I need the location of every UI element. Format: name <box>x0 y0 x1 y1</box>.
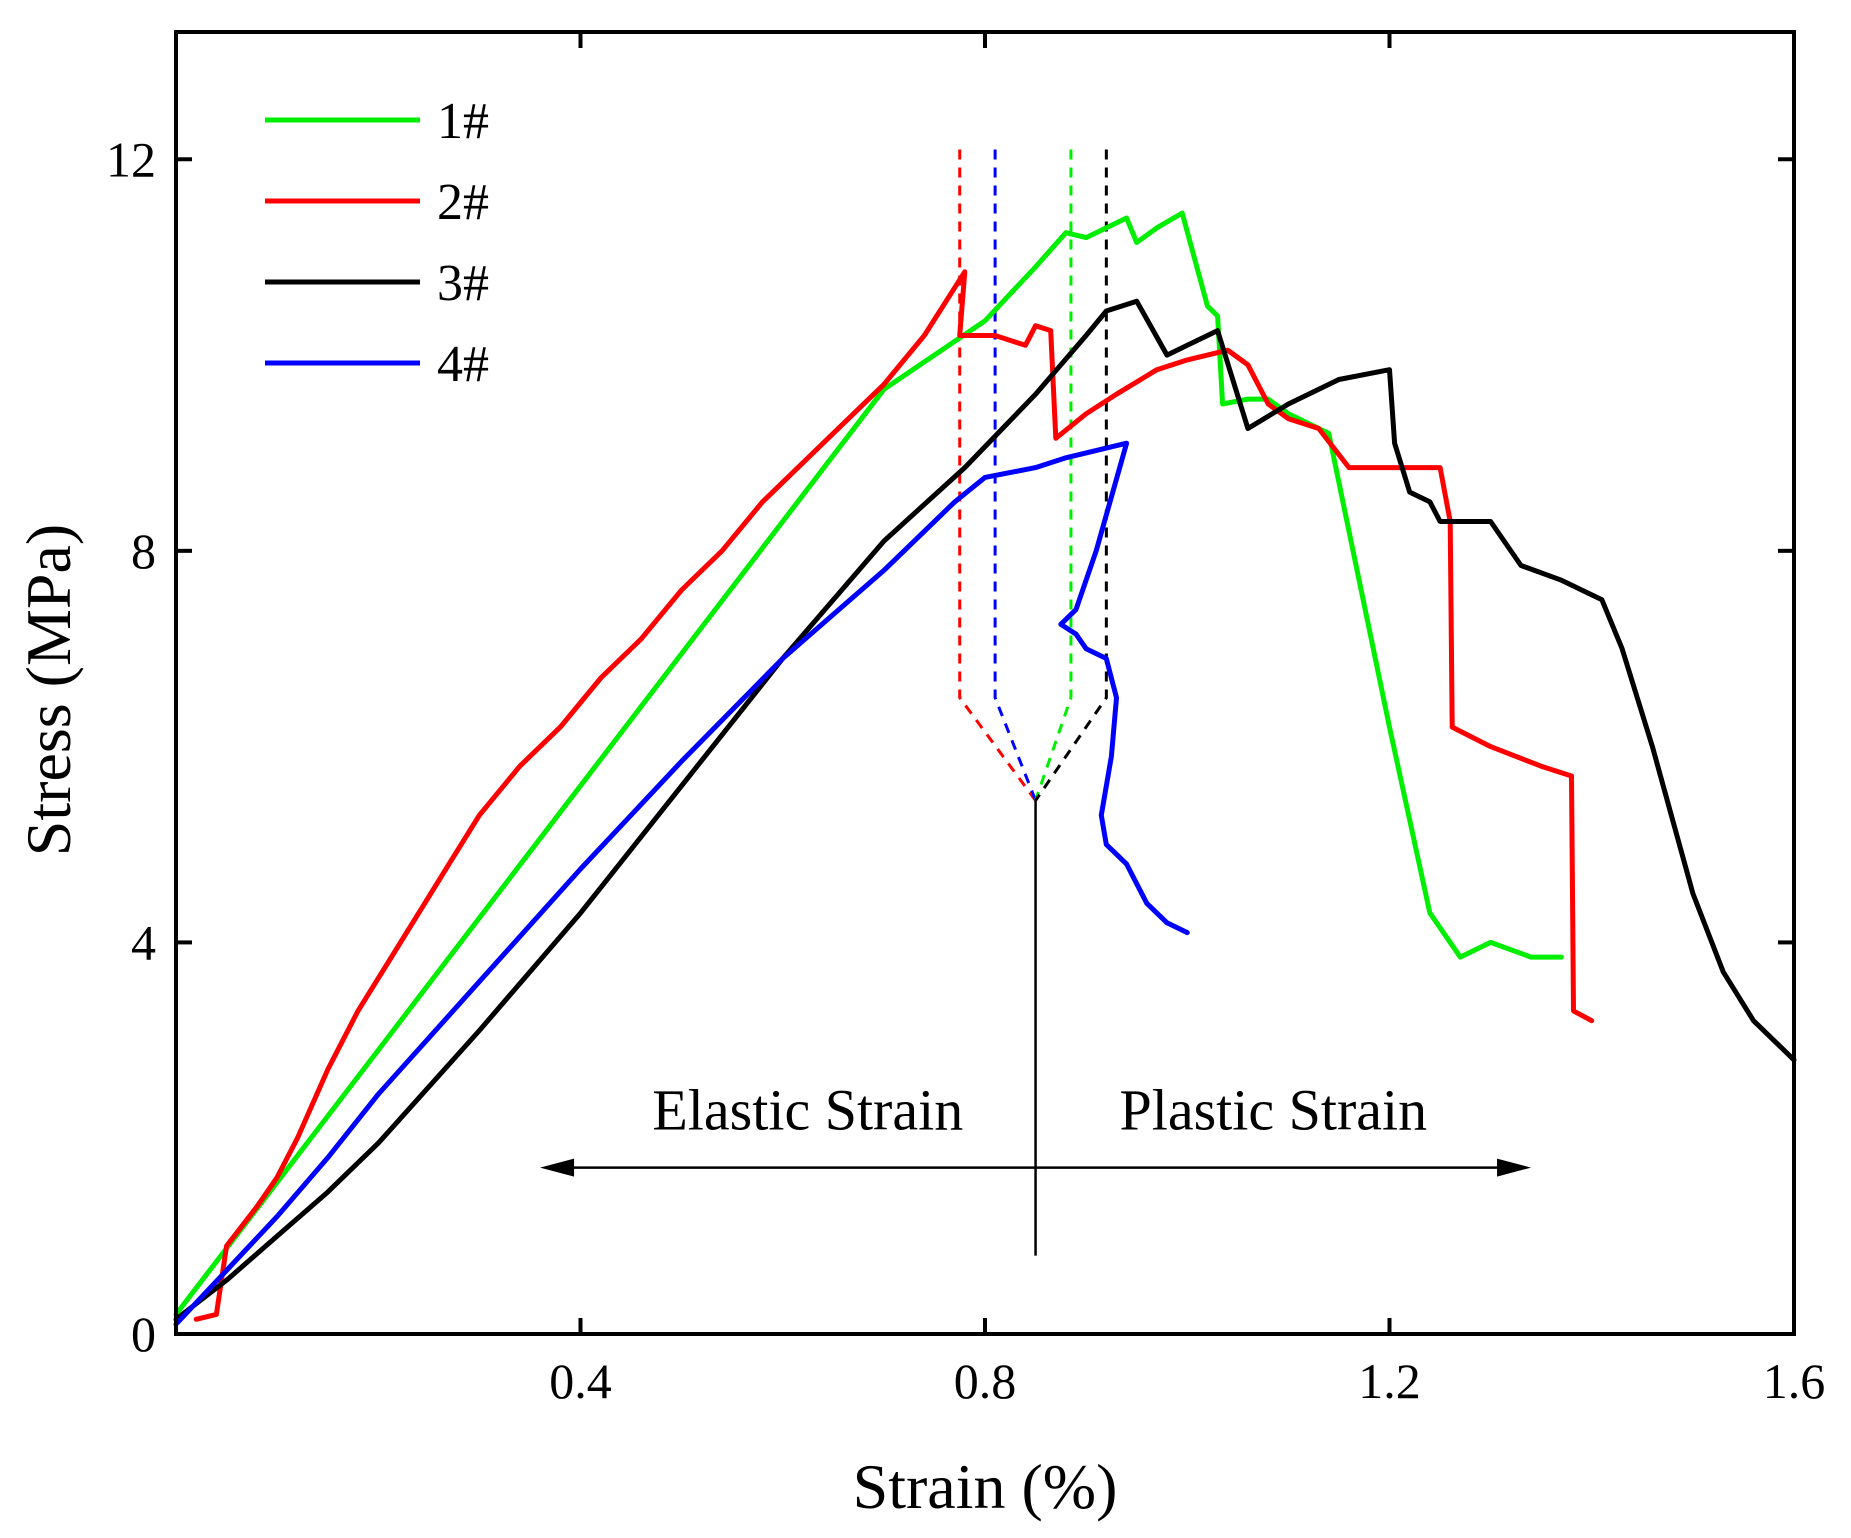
series-line-3# <box>173 298 1797 1322</box>
legend-label-4#: 4# <box>437 336 489 393</box>
series-layer <box>173 210 1797 1327</box>
guide-line-3# <box>1034 149 1108 802</box>
legend-label-1#: 1# <box>437 93 489 150</box>
legend-label-2#: 2# <box>437 174 489 231</box>
series-line-1# <box>173 210 1564 1317</box>
x-tick-label: 1.6 <box>1763 1353 1826 1409</box>
plastic-strain-label: Plastic Strain <box>1119 1078 1427 1143</box>
elastic-strain-label: Elastic Strain <box>652 1078 963 1143</box>
guides-layer <box>958 149 1108 802</box>
y-tick-label: 8 <box>131 523 156 579</box>
series-line-4# <box>173 440 1190 1327</box>
x-axis-label: Strain (%) <box>853 1451 1118 1522</box>
guide-line-1# <box>1034 149 1073 801</box>
y-tick-label: 0 <box>131 1306 156 1362</box>
y-axis-label: Stress (MPa) <box>13 524 84 856</box>
y-tick-label: 12 <box>106 131 156 187</box>
arrow-head-left-icon <box>540 1158 575 1177</box>
y-tick-label: 4 <box>131 914 156 970</box>
plot-frame <box>174 30 1796 1336</box>
x-tick-label: 1.2 <box>1358 1353 1421 1409</box>
arrow-head-right-icon <box>1497 1158 1532 1177</box>
legend-label-3#: 3# <box>437 255 489 312</box>
guide-line-4# <box>993 149 1037 802</box>
x-tick-label: 0.8 <box>954 1353 1017 1409</box>
ticks-layer: 0.4 0.8 1.2 1.6 0 4 8 12 <box>106 32 1825 1409</box>
legend: 1# 2# 3# 4# <box>265 93 489 393</box>
x-tick-label: 0.4 <box>549 1353 612 1409</box>
annotation-layer: Elastic Strain Plastic Strain <box>540 800 1532 1256</box>
series-line-2# <box>193 269 1595 1322</box>
